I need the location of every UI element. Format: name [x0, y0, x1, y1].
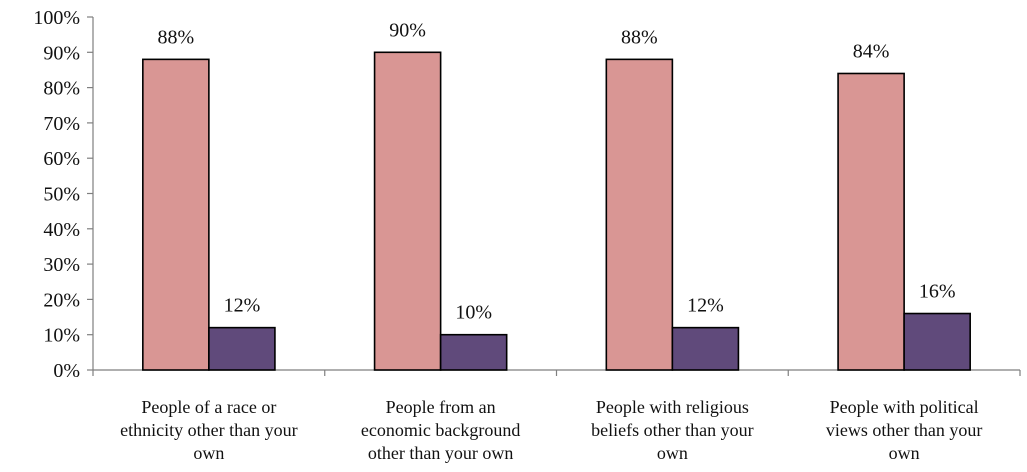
data-label: 88%	[158, 26, 195, 48]
y-tick-label: 50%	[43, 184, 80, 206]
bar-series-2-4	[903, 312, 971, 371]
data-labels: 88% 12% 90% 10% 88% 12% 84% 16%	[158, 19, 956, 323]
bar-series-1-1	[142, 58, 210, 371]
x-axis	[92, 369, 1021, 376]
bar-series-1-2	[373, 51, 442, 371]
bars	[142, 51, 971, 371]
category-label: views other than your	[826, 420, 982, 440]
category-label: People from an	[386, 397, 496, 417]
bar-series-2-3	[671, 326, 740, 371]
bar-series-2-2	[439, 333, 508, 371]
data-label: 12%	[687, 295, 724, 317]
category-label: economic background	[361, 420, 520, 440]
y-axis: 0% 10% 20% 30% 40% 50% 60% 70% 80% 90% 100%	[33, 7, 94, 382]
category-label: People with religious	[596, 397, 749, 417]
data-label: 88%	[621, 26, 658, 48]
y-tick-label: 60%	[43, 148, 80, 170]
data-label: 84%	[853, 40, 890, 62]
y-tick-label: 20%	[43, 289, 80, 311]
category-label: People with political	[830, 397, 979, 417]
data-label: 12%	[224, 295, 261, 317]
bar-series-2-1	[208, 326, 276, 371]
data-label: 90%	[389, 19, 426, 41]
y-tick-label: 90%	[43, 42, 80, 64]
category-label: beliefs other than your	[591, 420, 753, 440]
y-tick-label: 30%	[43, 254, 80, 276]
category-label: People of a race or	[141, 397, 276, 417]
data-label: 16%	[919, 281, 956, 303]
category-labels: People of a race or ethnicity other than …	[120, 397, 982, 463]
y-tick-label: 70%	[43, 113, 80, 135]
y-tick-label: 0%	[53, 360, 80, 382]
y-tick-label: 80%	[43, 78, 80, 100]
y-tick-label: 40%	[43, 219, 80, 241]
category-label: other than your own	[368, 443, 513, 463]
data-label: 10%	[455, 302, 492, 324]
category-label: own	[889, 443, 920, 463]
bar-series-1-3	[605, 58, 674, 371]
category-label: own	[193, 443, 224, 463]
category-label: own	[657, 443, 688, 463]
bar-series-1-4	[837, 72, 905, 371]
category-label: ethnicity other than your	[120, 420, 297, 440]
y-tick-label: 100%	[33, 7, 80, 29]
y-tick-label: 10%	[43, 325, 80, 347]
